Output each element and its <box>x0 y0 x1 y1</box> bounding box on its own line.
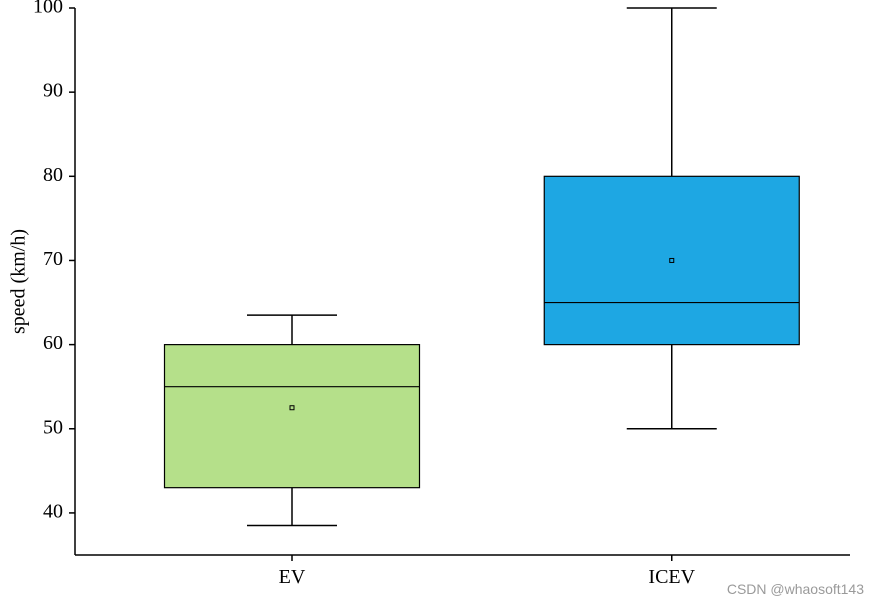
y-tick-label: 80 <box>43 164 63 186</box>
box-EV <box>165 345 420 488</box>
y-tick-label: 60 <box>43 332 63 354</box>
x-tick-label: ICEV <box>648 566 695 588</box>
y-tick-label: 50 <box>43 416 63 438</box>
y-tick-label: 90 <box>43 80 63 102</box>
y-tick-label: 40 <box>43 501 63 523</box>
y-tick-label: 100 <box>33 0 63 18</box>
y-tick-label: 70 <box>43 248 63 270</box>
box-ICEV <box>544 176 799 344</box>
x-tick-label: EV <box>279 566 306 588</box>
y-axis-label: speed (km/h) <box>8 229 30 334</box>
chart-svg: 40 50 60 70 80 90 100 speed (km/h) EV ICEV CSDN @w… <box>0 0 870 604</box>
boxplot-chart: 40 50 60 70 80 90 100 speed (km/h) EV ICEV CSDN @w… <box>0 0 870 604</box>
watermark-text: CSDN @whaosoft143 <box>727 581 864 597</box>
